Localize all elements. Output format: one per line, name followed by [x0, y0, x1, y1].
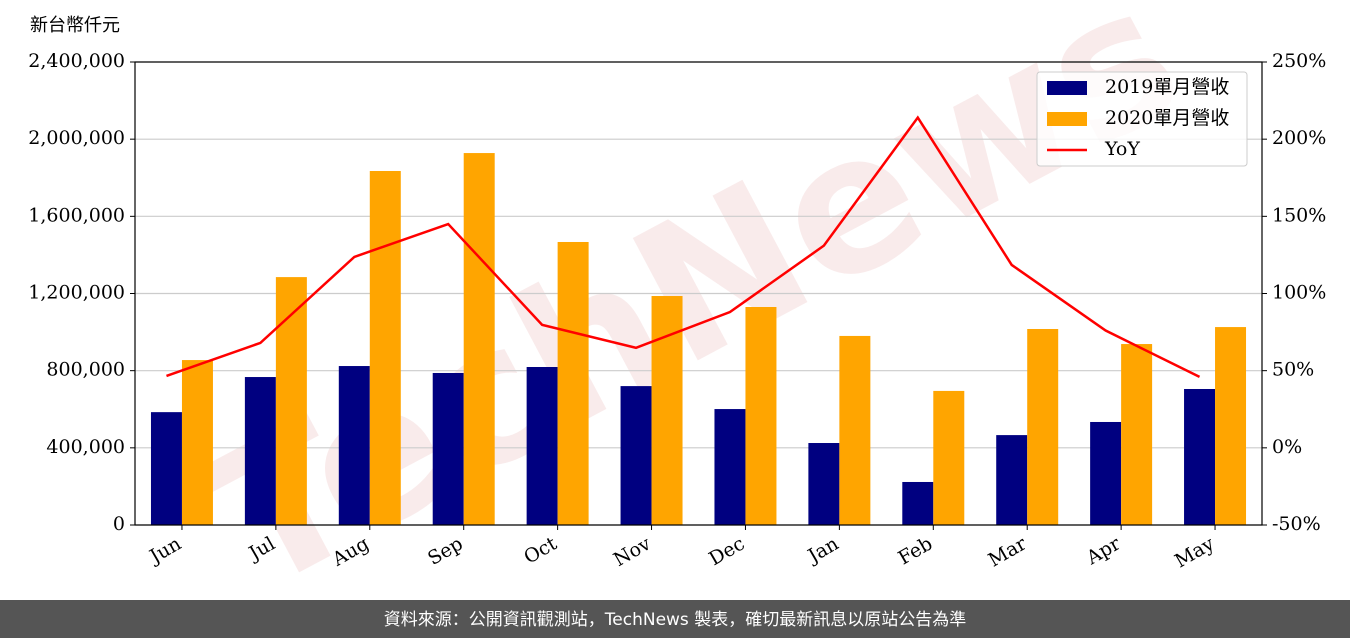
- y2-tick-label: 200%: [1272, 127, 1326, 149]
- bar: [933, 390, 965, 525]
- plot-frame: [134, 61, 1263, 526]
- footer-bar: [0, 600, 1350, 638]
- y-tick-label: 400,000: [46, 436, 125, 458]
- bar: [526, 367, 558, 525]
- bar: [1027, 328, 1059, 525]
- bar: [1121, 344, 1153, 525]
- bar: [651, 296, 683, 525]
- bar: [338, 366, 370, 525]
- y2-tick-label: 250%: [1272, 50, 1326, 72]
- bar: [902, 481, 934, 525]
- bar: [150, 412, 182, 525]
- bar: [432, 372, 464, 525]
- legend-label: 2019單月營收: [1105, 76, 1229, 98]
- bar: [808, 443, 840, 525]
- y2-tick-label: 50%: [1272, 359, 1314, 381]
- yoy-line: [166, 115, 1201, 378]
- bar: [745, 307, 777, 525]
- bar: [181, 360, 213, 525]
- legend-swatch: [1047, 112, 1087, 126]
- bar: [557, 241, 589, 525]
- y-tick-label: 2,000,000: [28, 127, 125, 149]
- bar: [996, 435, 1028, 525]
- y-axis-label: 新台幣仟元: [30, 15, 120, 36]
- legend-label: 2020單月營收: [1105, 107, 1229, 129]
- footer: 資料來源：公開資訊觀測站，TechNews 製表，確切最新訊息以原站公告為準: [384, 610, 966, 630]
- bar: [714, 409, 746, 525]
- bar: [369, 170, 401, 525]
- bar: [839, 335, 871, 525]
- y2-tick-label: -50%: [1272, 513, 1321, 535]
- legend-label: YoY: [1104, 138, 1140, 160]
- y2-tick-label: 150%: [1272, 204, 1326, 226]
- y2-tick-label: 100%: [1272, 282, 1326, 304]
- bar: [620, 386, 652, 525]
- y-tick-label: 1,200,000: [28, 282, 125, 304]
- y-tick-label: 0: [113, 513, 125, 535]
- y2-tick-label: 0%: [1272, 436, 1302, 458]
- bar: [1090, 421, 1122, 525]
- legend-box: [1036, 71, 1248, 167]
- y-tick-label: 800,000: [46, 359, 125, 381]
- y-tick-label: 2,400,000: [28, 50, 125, 72]
- bar: [275, 277, 307, 525]
- bar: [244, 377, 276, 525]
- bar: [1184, 388, 1216, 525]
- legend-swatch: [1047, 81, 1087, 95]
- bar: [463, 153, 495, 525]
- bar: [1215, 327, 1247, 525]
- y-tick-label: 1,600,000: [28, 204, 125, 226]
